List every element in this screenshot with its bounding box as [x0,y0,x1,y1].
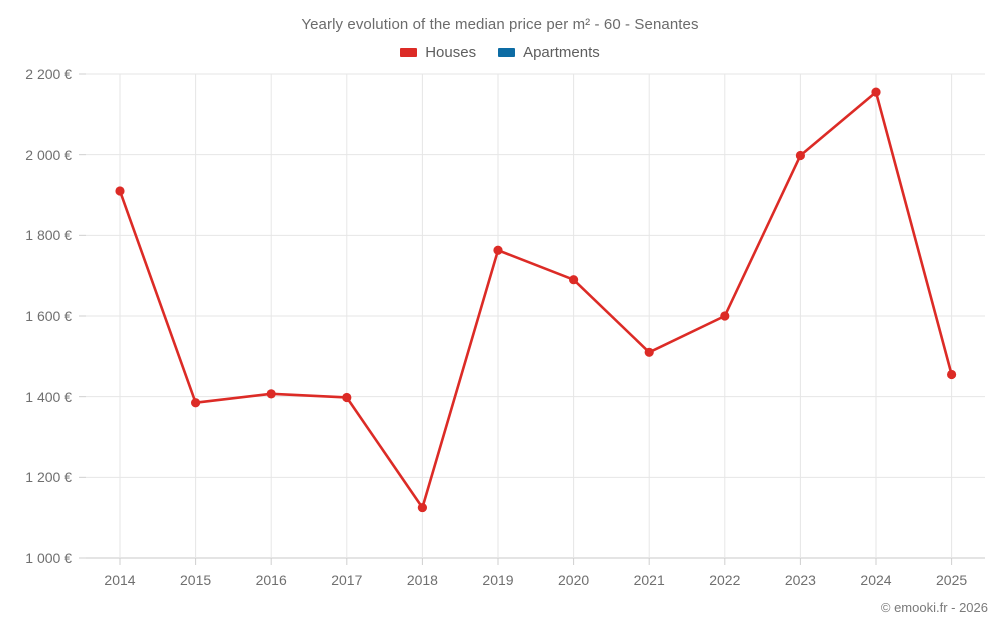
data-point[interactable] [644,347,654,357]
y-axis-label: 2 000 € [25,146,72,163]
data-point[interactable] [871,87,881,97]
legend-swatch-icon [498,48,516,57]
data-point[interactable] [720,311,730,321]
data-point[interactable] [266,389,276,399]
series-line-houses [118,90,953,509]
x-axis-label: 2014 [104,572,136,588]
data-point[interactable] [342,392,352,403]
y-axis-label: 1 800 € [25,227,72,244]
y-axis-label: 1 000 € [25,550,72,566]
credit-text: © emooki.fr - 2026 [880,600,988,615]
chart-legend: Houses Apartments [0,44,1000,61]
y-axis-label: 1 400 € [25,388,72,405]
x-axis-label: 2017 [331,572,363,588]
legend-item-apartments[interactable]: Apartments [498,44,600,61]
y-axis-label: 2 200 € [25,66,72,82]
data-point[interactable] [493,245,503,255]
y-axis-label: 1 200 € [25,469,72,486]
data-point[interactable] [115,186,125,196]
x-axis-label: 2016 [255,572,287,588]
data-point[interactable] [417,502,427,513]
legend-item-houses[interactable]: Houses [400,44,476,61]
data-point[interactable] [191,398,201,408]
x-axis-label: 2023 [784,572,816,588]
legend-label: Apartments [523,44,600,61]
data-point[interactable] [795,150,806,161]
chart-title: Yearly evolution of the median price per… [301,16,699,33]
x-axis-label: 2015 [180,572,212,588]
x-axis-label: 2020 [558,572,590,588]
x-axis-label: 2021 [633,572,665,588]
x-axis-label: 2018 [406,572,438,588]
y-axis-label: 1 600 € [25,308,72,324]
x-axis-label: 2022 [709,572,741,588]
x-axis-label: 2019 [482,572,514,588]
legend-label: Houses [425,44,477,61]
data-point[interactable] [569,275,579,285]
x-axis-label: 2025 [936,572,968,588]
legend-swatch-icon [400,48,418,57]
data-point[interactable] [947,369,957,380]
x-axis-label: 2024 [860,572,892,588]
